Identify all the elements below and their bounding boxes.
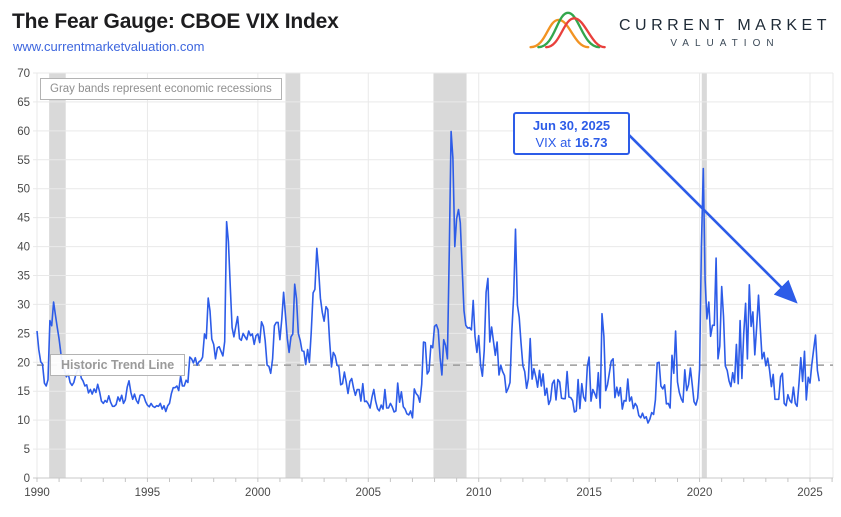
x-tick-label: 2010 <box>466 487 492 499</box>
y-tick-label: 65 <box>17 97 30 109</box>
y-tick-label: 35 <box>17 271 30 283</box>
x-tick-label: 2020 <box>687 487 713 499</box>
y-tick-label: 20 <box>17 357 30 369</box>
page-title: The Fear Gauge: CBOE VIX Index <box>12 10 339 33</box>
y-tick-label: 70 <box>17 68 30 80</box>
logo-name: CURRENT MARKET <box>618 16 831 34</box>
annotation-prefix: VIX at <box>535 134 571 150</box>
recession-note: Gray bands represent economic recessions <box>40 78 282 100</box>
y-tick-label: 30 <box>17 299 30 311</box>
y-tick-label: 25 <box>17 328 30 340</box>
y-tick-label: 45 <box>17 213 30 225</box>
x-tick-label: 2015 <box>576 487 602 499</box>
y-tick-label: 15 <box>17 386 30 398</box>
x-tick-label: 2005 <box>355 487 381 499</box>
historic-trend-label: Historic Trend Line <box>50 354 186 376</box>
y-tick-label: 0 <box>24 473 30 485</box>
logo-text: CURRENT MARKET VALUATION <box>619 17 831 49</box>
vix-annotation-callout: Jun 30, 2025 VIX at 16.73 <box>513 112 630 155</box>
x-tick-label: 1995 <box>135 487 161 499</box>
y-tick-label: 60 <box>17 126 30 138</box>
website-link[interactable]: www.currentmarketvaluation.com <box>13 39 205 54</box>
y-tick-label: 50 <box>17 184 30 196</box>
annotation-date: Jun 30, 2025 <box>532 117 611 133</box>
x-tick-label: 1990 <box>24 487 50 499</box>
logo-subname: VALUATION <box>670 37 780 49</box>
y-tick-label: 55 <box>17 155 30 167</box>
y-tick-label: 40 <box>17 242 30 254</box>
x-tick-label: 2025 <box>797 487 823 499</box>
vix-line <box>36 130 820 424</box>
logo: CURRENT MARKET VALUATION <box>529 6 831 59</box>
logo-curves-icon <box>529 6 607 59</box>
x-tick-label: 2000 <box>245 487 271 499</box>
y-tick-label: 5 <box>24 444 30 456</box>
y-tick-label: 10 <box>17 415 30 427</box>
annotation-arrow <box>626 132 798 304</box>
annotation-value: 16.73 <box>574 134 608 150</box>
